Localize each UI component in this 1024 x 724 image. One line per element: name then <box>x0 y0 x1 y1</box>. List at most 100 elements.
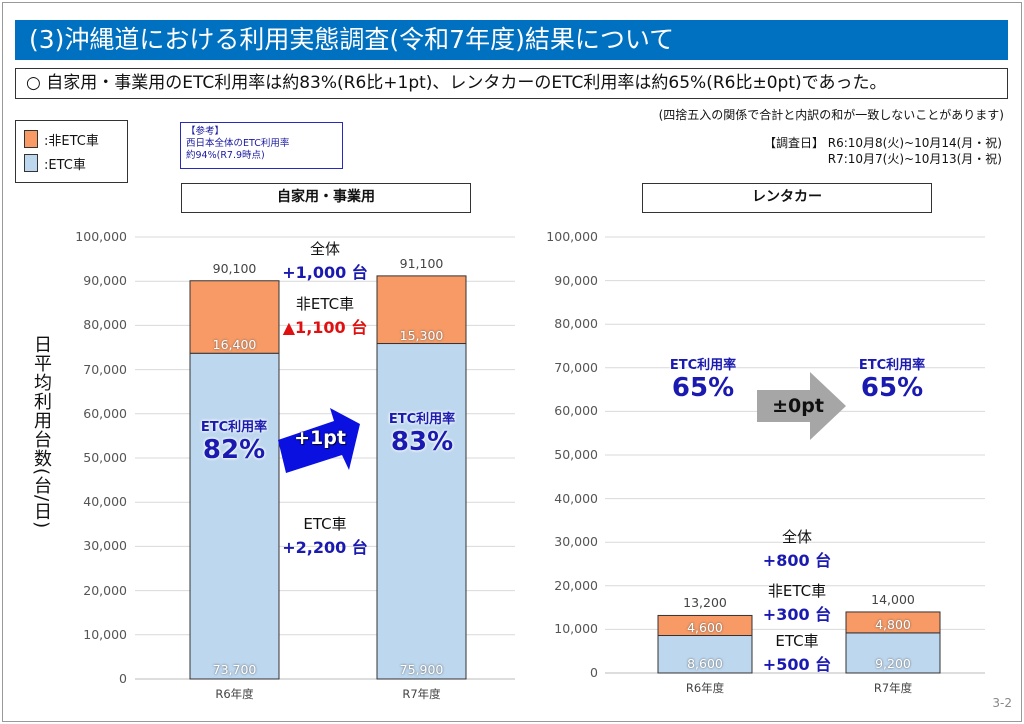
rate-label: ETC利用率 <box>200 420 268 435</box>
y-tick-label: 50,000 <box>83 450 127 465</box>
value: +1,000 台 <box>282 263 368 282</box>
rate-label: ETC利用率 <box>388 412 456 427</box>
non-etc-value-label: 16,400 <box>212 337 257 353</box>
legend-item-non-etc: :非ETC車 <box>24 127 119 151</box>
category-label: R6年度 <box>215 687 254 701</box>
left-total-change: 全体 +1,000 台 <box>282 238 368 283</box>
legend: :非ETC車 :ETC車 <box>15 120 128 183</box>
rate-left-r7: ETC利用率 83% <box>389 408 455 457</box>
y-tick-label: 10,000 <box>83 626 127 642</box>
category-label: R6年度 <box>685 681 725 695</box>
right-etc-change: ETC車 +500 台 <box>763 630 831 675</box>
y-tick-label: 70,000 <box>83 361 127 377</box>
y-tick-label: 20,000 <box>83 582 127 598</box>
reference-box: 【参考】 西日本全体のETC利用率 約94%(R7.9時点) <box>180 122 343 169</box>
trend-arrow-icon <box>757 372 846 440</box>
label: 全体 <box>781 528 813 546</box>
bar-non-etc <box>189 280 280 354</box>
trend-arrow-icon <box>278 408 360 473</box>
y-tick-label: 60,000 <box>83 405 127 421</box>
non-etc-value-label: 4,600 <box>687 619 723 635</box>
reference-text: 西日本全体のETC利用率 <box>186 138 290 149</box>
bar-etc <box>189 352 280 680</box>
y-tick-label: 70,000 <box>554 359 598 375</box>
page-number: 3-2 <box>992 696 1012 710</box>
bar-non-etc <box>657 614 753 637</box>
panel-header-rental: レンタカー <box>642 183 932 213</box>
left-non-etc-change: 非ETC車 ▲1,100 台 <box>283 293 368 338</box>
category-label: R7年度 <box>402 687 441 701</box>
arrow-label-right: ±0pt <box>772 395 824 417</box>
y-tick-label: 60,000 <box>554 403 598 419</box>
rounding-note: (四捨五入の関係で合計と内訳の和が一致しないことがあります) <box>658 108 1004 122</box>
y-tick-label: 30,000 <box>554 534 598 550</box>
label: 非ETC車 <box>767 582 827 600</box>
etc-value-label: 75,900 <box>399 662 444 677</box>
y-tick-label: 30,000 <box>83 538 127 554</box>
etc-value-label: 9,200 <box>875 656 911 671</box>
bar-etc <box>376 343 467 680</box>
y-tick-label: 10,000 <box>554 621 598 637</box>
page-title: (3)沖縄道における利用実態調査(令和7年度)結果について <box>15 20 1008 60</box>
total-label: 13,200 <box>683 595 727 611</box>
rate-value: 65% <box>671 373 735 403</box>
bar-non-etc <box>376 275 467 345</box>
y-tick-label: 100,000 <box>546 229 598 244</box>
summary-box: ○ 自家用・事業用のETC利用率は約83%(R6比+1pt)、レンタカーのETC… <box>15 68 1008 99</box>
rate-label: ETC利用率 <box>669 358 737 373</box>
survey-dates: 【調査日】 R6:10月8(火)~10月14(月・祝) R7:10月7(火)~1… <box>764 135 1002 167</box>
total-label: 91,100 <box>399 255 444 271</box>
etc-value-label: 8,600 <box>687 656 723 671</box>
value: +800 台 <box>762 551 832 570</box>
y-tick-label: 80,000 <box>554 316 598 332</box>
label: 非ETC車 <box>295 295 355 313</box>
rate-value: 65% <box>860 373 924 403</box>
reference-heading: 【参考】 <box>186 126 225 137</box>
rate-value: 83% <box>390 427 454 457</box>
legend-label: :非ETC車 <box>44 133 99 149</box>
rate-right-r7: ETC利用率 65% <box>859 354 925 403</box>
y-tick-label: 50,000 <box>554 447 598 462</box>
bar-etc <box>657 635 753 674</box>
total-label: 14,000 <box>871 591 915 607</box>
y-axis-title: 日平均利用台数(台/日) <box>31 335 52 530</box>
survey-date-r6: 【調査日】 R6:10月8(火)~10月14(月・祝) <box>763 136 1002 150</box>
arrow-label-left: +1pt <box>294 427 346 449</box>
value: +2,200 台 <box>282 538 368 557</box>
value: ▲1,100 台 <box>282 318 368 337</box>
rate-right-r6: ETC利用率 65% <box>670 354 736 403</box>
reference-value: 約94%(R7.9時点) <box>186 150 265 161</box>
y-tick-label: 0 <box>590 665 598 680</box>
right-non-etc-change: 非ETC車 +300 台 <box>763 580 831 625</box>
etc-swatch <box>24 154 38 172</box>
non-etc-value-label: 4,800 <box>875 616 911 632</box>
legend-label: :ETC車 <box>44 157 86 173</box>
bar-non-etc <box>845 611 941 634</box>
total-label: 90,100 <box>212 260 257 276</box>
rate-left-r6: ETC利用率 82% <box>201 416 267 465</box>
label: ETC車 <box>303 515 347 533</box>
y-tick-label: 80,000 <box>83 317 127 333</box>
y-tick-label: 90,000 <box>554 272 598 288</box>
rate-label: ETC利用率 <box>858 358 926 373</box>
non-etc-swatch <box>24 130 38 148</box>
bar-etc <box>845 632 941 674</box>
label: ETC車 <box>775 632 819 650</box>
value: +500 台 <box>762 655 832 674</box>
category-label: R7年度 <box>873 681 913 695</box>
value: +300 台 <box>762 605 832 624</box>
etc-value-label: 73,700 <box>212 662 257 677</box>
y-tick-label: 100,000 <box>75 229 127 244</box>
label: 全体 <box>309 240 340 258</box>
y-tick-label: 40,000 <box>554 490 598 506</box>
non-etc-value-label: 15,300 <box>399 327 444 343</box>
y-tick-label: 40,000 <box>83 494 127 510</box>
y-tick-label: 90,000 <box>83 273 127 289</box>
panel-header-private: 自家用・事業用 <box>181 183 471 213</box>
left-etc-change: ETC車 +2,200 台 <box>282 513 368 558</box>
y-tick-label: 0 <box>119 671 127 686</box>
right-total-change: 全体 +800 台 <box>763 526 831 571</box>
survey-date-r7: R7:10月7(火)~10月13(月・祝) <box>827 152 1002 166</box>
